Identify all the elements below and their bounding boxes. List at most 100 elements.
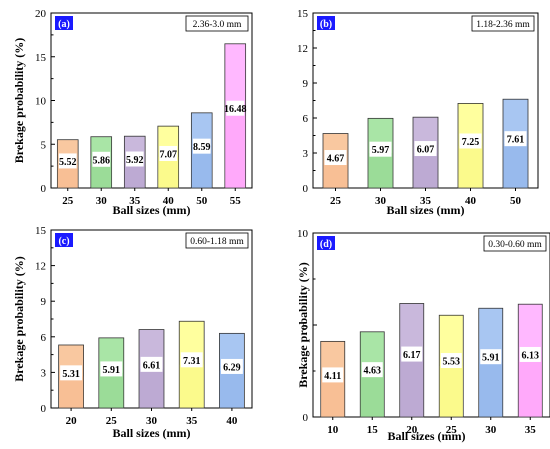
bar-shade	[400, 360, 424, 417]
y-tick-label: 0	[41, 183, 47, 195]
bar-group: 4.67	[322, 133, 349, 189]
value-label-box	[58, 153, 77, 169]
y-tick-label: 5	[303, 320, 309, 332]
panel-label-bg	[317, 236, 335, 250]
value-label-box	[220, 358, 243, 374]
plot-frame	[312, 232, 550, 418]
bar-shade	[503, 143, 528, 188]
value-label-box	[125, 151, 144, 167]
x-tick-label: 25	[446, 424, 458, 436]
bar-shade	[368, 153, 393, 188]
y-tick-label: 15	[35, 225, 47, 237]
x-tick-label: 35	[129, 195, 141, 207]
value-label: 16.48	[224, 104, 247, 115]
value-label: 6.61	[143, 360, 161, 371]
bar-group: 5.31	[58, 344, 84, 409]
value-label: 7.31	[183, 356, 201, 367]
size-range-label: 0.30-0.60 mm	[488, 240, 542, 250]
x-axis-label: Ball sizes (mm)	[113, 203, 191, 217]
value-label: 4.63	[364, 366, 382, 377]
value-label: 5.91	[103, 365, 121, 376]
bar-shade	[99, 372, 124, 408]
value-label-box	[480, 349, 502, 365]
y-tick-label: 0	[41, 403, 47, 415]
bar-shade	[191, 150, 212, 188]
y-tick-label: 0	[303, 412, 309, 424]
panel-label-badge: (d)	[317, 236, 335, 250]
value-label-box	[369, 141, 392, 157]
bar-group: 4.11	[320, 340, 346, 418]
bar-group: 7.07	[157, 125, 180, 189]
y-tick-label: 3	[41, 367, 47, 379]
chart-panel-c: 0 3 6 9 12 15 5.31 20 5.91 25 6.61 30 7.31 35 6.29 40 (c…	[12, 225, 253, 440]
value-label-box	[324, 150, 347, 166]
x-axis-label: Ball sizes (mm)	[113, 426, 191, 440]
y-tick-label: 10	[35, 96, 47, 108]
x-tick-label: 40	[163, 195, 175, 207]
x-tick-label: 30	[146, 415, 158, 427]
x-tick-label: 20	[66, 415, 78, 427]
x-tick-label: 20	[406, 424, 418, 436]
value-label: 5.97	[372, 145, 390, 156]
value-label: 8.59	[193, 142, 211, 153]
value-label-box	[459, 133, 482, 149]
bar-shade	[219, 370, 244, 408]
y-tick-label: 6	[41, 332, 47, 344]
plot-frame	[50, 12, 253, 189]
value-label: 5.86	[93, 155, 111, 166]
y-axis-label: Brekage probability (%)	[12, 256, 26, 382]
size-range-label: 0.60-1.18 mm	[190, 237, 244, 247]
x-tick-label: 50	[510, 195, 522, 207]
y-tick-label: 12	[35, 261, 46, 273]
x-tick-label: 25	[62, 195, 74, 207]
y-tick-label: 0	[303, 183, 309, 195]
bar-shade	[158, 157, 179, 188]
value-label: 5.53	[443, 357, 461, 368]
x-axis-label: Ball sizes (mm)	[387, 203, 465, 217]
x-tick-label: 35	[186, 415, 198, 427]
value-label: 5.91	[482, 353, 500, 364]
bar-shade	[225, 115, 246, 188]
panel-label-badge: (b)	[317, 16, 335, 30]
bar-shade	[323, 160, 348, 188]
x-tick-label: 30	[375, 195, 387, 207]
bar-shade	[124, 162, 145, 188]
value-label-box	[159, 145, 178, 161]
value-label: 7.25	[462, 137, 480, 148]
y-tick-label: 12	[297, 43, 308, 55]
value-label-box	[519, 346, 541, 362]
chart-panel-d: 0 5 10 4.11 10 4.63 15 6.17 20 5.53 25 5.91 30 6.13 35…	[296, 228, 550, 443]
value-label: 6.13	[522, 350, 540, 361]
y-tick-label: 6	[303, 113, 309, 125]
bar-group: 6.29	[219, 332, 245, 409]
panel-label: (a)	[58, 19, 70, 30]
x-axis-label: Ball sizes (mm)	[388, 429, 466, 443]
bar-group: 4.63	[359, 331, 385, 418]
x-tick-label: 35	[525, 424, 537, 436]
panel-label: (d)	[320, 239, 332, 250]
bar-group: 6.61	[138, 329, 165, 409]
x-tick-label: 25	[106, 415, 118, 427]
y-axis-label: Brekage probability (%)	[12, 38, 26, 164]
x-tick-label: 10	[327, 424, 339, 436]
value-label-box	[140, 356, 163, 372]
bar-shade	[518, 360, 542, 417]
bar-group: 5.91	[98, 337, 125, 409]
x-tick-label: 55	[230, 195, 242, 207]
value-label-box	[361, 362, 383, 378]
panel-label-bg	[55, 233, 73, 247]
bar-shade	[57, 163, 78, 188]
y-axis-label: Brekage probability (%)	[296, 262, 310, 388]
x-tick-label: 50	[196, 195, 208, 207]
panel-label: (b)	[320, 19, 332, 30]
chart-panel-b: 0 3 6 9 12 15 4.67 25 5.97 30 6.07 35 7.25 40 7.61 50 (b…	[297, 8, 539, 217]
chart-panel-a: 0 5 10 15 20 5.52 25 5.86 30 5.92 35 7.07 40 8.59 50 16…	[12, 8, 253, 217]
bar-group: 5.91	[478, 307, 504, 418]
size-range-label: 1.18-2.36 mm	[476, 20, 530, 30]
bar-shade	[413, 152, 438, 188]
value-label: 5.52	[59, 157, 77, 168]
size-range-box	[483, 235, 547, 252]
bar-group: 5.86	[90, 136, 113, 189]
value-label-box	[401, 346, 423, 362]
size-range-box	[185, 232, 249, 249]
